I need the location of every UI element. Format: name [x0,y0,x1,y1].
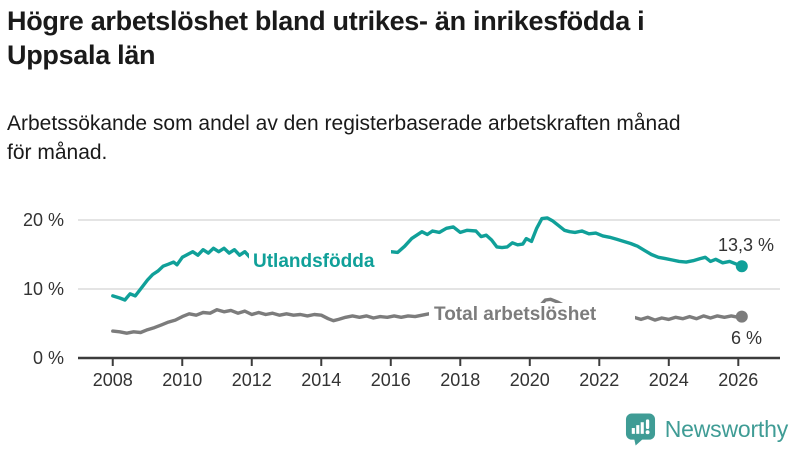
x-axis-tick-label: 2010 [162,370,202,390]
x-axis-tick-label: 2018 [440,370,480,390]
y-axis-tick-label: 10 % [23,279,64,299]
series-label-backdrop-total [429,303,635,327]
x-axis-tick-label: 2026 [718,370,758,390]
y-axis-tick-labels: 0 % 10 % 20 % [23,210,64,368]
series-line-utlandsfodda [111,216,744,302]
chart-subtitle-line2: för månad. [7,141,108,165]
chart-title-line2: Uppsala län [7,40,156,71]
x-axis-tick-label: 2012 [232,370,272,390]
x-axis-tick-label: 2020 [510,370,550,390]
chart-title-line1: Högre arbetslöshet bland utrikes- än inr… [7,6,645,36]
x-axis-tick-label: 2022 [579,370,619,390]
x-axis-ticks: 2008 2010 2012 2014 2016 2018 2020 2022 2024 2026 [93,358,758,390]
gridlines [78,219,780,290]
x-axis-tick-label: 2016 [371,370,411,390]
series-label-total: Total arbetslöshet [434,304,597,325]
y-axis-tick-label: 20 % [23,210,64,230]
series-label-utlandsfodda: Utlandsfödda [253,251,375,272]
end-value-label-total: 6 % [731,328,762,348]
chart-title: Högre arbetslöshet bland utrikes- än inr… [7,4,793,73]
series-end-dot-total [735,310,748,323]
end-value-label-utlandsfodda: 13,3 % [718,235,774,255]
series-label-backdrop-utlandsfodda [249,249,391,273]
chart-subtitle-line1: Arbetssökande som andel av den registerb… [7,112,681,135]
y-axis-tick-label: 0 % [33,348,64,368]
chart-subtitle: Arbetssökande som andel av den registerb… [7,109,793,168]
newsworthy-wordmark: Newsworthy [664,415,788,442]
x-axis-tick-label: 2014 [301,370,341,390]
newsworthy-chart-bubble-icon [625,413,655,446]
x-axis-tick-label: 2024 [649,370,689,390]
series-end-dot-utlandsfodda [735,260,748,273]
newsworthy-logo: Newsworthy [625,412,788,446]
x-axis-tick-label: 2008 [93,370,133,390]
series-line-total [111,297,744,335]
line-chart: 0 % 10 % 20 % 2008 2010 2012 2014 2016 2018 2020… [23,210,780,390]
